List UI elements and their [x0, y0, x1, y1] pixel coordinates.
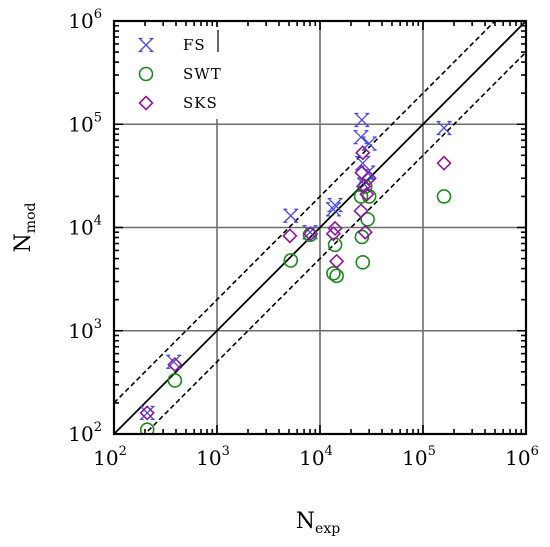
y-tick-label-base: 10 — [68, 422, 93, 446]
point-fs-8-stroke-b — [354, 113, 369, 127]
y-tick-label-exponent: 3 — [94, 317, 102, 332]
legend-marker-fs — [138, 37, 154, 53]
x-axis-label-sub: exp — [315, 521, 340, 537]
point-sks-9 — [354, 164, 370, 181]
reference-lines — [114, 21, 526, 434]
x-tick-label-exponent: 3 — [222, 444, 230, 459]
point-swt-5 — [326, 266, 341, 281]
point-swt-7 — [329, 268, 344, 284]
y-axis-label-main: N — [11, 233, 36, 252]
point-fs-3-stroke-b — [283, 208, 298, 223]
point-fs-7-stroke-b — [354, 130, 368, 145]
y-tick-label-exponent: 5 — [94, 110, 102, 125]
y-tick-label-3: 104 — [68, 214, 102, 240]
x-axis-label: Nexp — [296, 509, 340, 537]
point-sks-7 — [328, 253, 345, 269]
x-tick-label-base: 10 — [505, 446, 530, 470]
point-fs-13 — [436, 120, 452, 136]
point-fs-4-stroke-b — [303, 225, 317, 240]
point-swt-14 — [436, 189, 452, 204]
axis-ticks — [114, 21, 526, 434]
legend-marker-fs-stroke-b — [139, 38, 153, 52]
point-swt-10 — [355, 255, 371, 270]
point-swt-9 — [354, 229, 370, 245]
x-tick-label-1: 102 — [93, 444, 127, 470]
x-tick-label-base: 10 — [402, 446, 427, 470]
point-sks-14 — [361, 170, 377, 186]
point-sks-8 — [353, 203, 369, 219]
x-tick-label-5: 106 — [505, 444, 539, 470]
point-sks-4 — [302, 226, 319, 242]
y-axis-label-sub: mod — [23, 203, 39, 234]
x-tick-label-4: 105 — [402, 444, 436, 470]
y-tick-label-exponent: 4 — [94, 214, 102, 229]
point-sks-1 — [139, 405, 155, 421]
point-swt-12 — [360, 212, 375, 227]
reference-line-1 — [114, 21, 526, 434]
legend-label-sks: SKS — [183, 94, 218, 112]
point-fs-13-stroke-b — [437, 121, 451, 135]
series-swt — [139, 179, 452, 434]
legend-marker-swt — [138, 66, 154, 82]
y-tick-label-base: 10 — [68, 319, 93, 343]
point-fs-9-stroke-b — [355, 156, 370, 171]
point-sks-2 — [167, 356, 183, 373]
y-tick-label-base: 10 — [68, 112, 93, 136]
reference-line-3 — [143, 51, 526, 434]
y-tick-label-exponent: 2 — [94, 420, 102, 435]
y-tick-label-5: 106 — [68, 7, 102, 33]
point-sks-15 — [436, 155, 452, 171]
point-swt-6 — [327, 237, 343, 253]
point-fs-5-stroke-b — [326, 202, 341, 217]
legend-label-swt: SWT — [183, 65, 222, 83]
point-fs-6-stroke-b — [328, 198, 343, 213]
legend-marker-sks — [138, 95, 154, 111]
y-tick-label-2: 103 — [68, 317, 102, 343]
x-tick-label-base: 10 — [196, 446, 221, 470]
point-sks-6 — [327, 220, 343, 237]
x-axis-label-main: N — [296, 509, 315, 534]
point-fs-1 — [139, 405, 155, 421]
point-swt-3 — [283, 253, 299, 268]
y-tick-label-4: 105 — [68, 110, 102, 136]
point-fs-6 — [327, 197, 343, 213]
series-sks — [139, 145, 452, 421]
point-fs-7 — [353, 129, 369, 145]
series-fs — [139, 112, 452, 421]
reference-line-2 — [114, 21, 497, 404]
point-fs-5 — [325, 202, 341, 217]
y-tick-label-1: 102 — [68, 420, 102, 446]
point-sks-10 — [355, 145, 371, 161]
data-points — [139, 112, 452, 434]
x-tick-label-exponent: 4 — [325, 444, 333, 459]
legend-label-fs: FS — [183, 36, 206, 54]
x-tick-label-3: 104 — [299, 444, 333, 470]
y-tick-label-base: 10 — [68, 216, 93, 240]
point-fs-8 — [354, 112, 370, 128]
point-swt-1 — [139, 422, 155, 434]
point-fs-1-stroke-b — [140, 405, 155, 420]
legend: FS SWT SKS — [124, 27, 222, 119]
x-tick-label-exponent: 6 — [531, 444, 539, 459]
x-tick-label-base: 10 — [299, 446, 324, 470]
x-tick-label-exponent: 5 — [428, 444, 436, 459]
point-fs-3 — [283, 208, 299, 223]
point-swt-2 — [167, 373, 183, 388]
x-tick-label-2: 103 — [196, 444, 230, 470]
x-tick-label-base: 10 — [93, 446, 118, 470]
point-sks-13 — [359, 186, 375, 202]
x-tick-label-exponent: 2 — [119, 444, 127, 459]
y-tick-label-base: 10 — [68, 9, 93, 33]
point-sks-3 — [282, 228, 298, 244]
point-sks-12 — [357, 224, 373, 240]
y-tick-label-exponent: 6 — [94, 7, 102, 22]
y-axis-label: Nmod — [11, 203, 39, 253]
